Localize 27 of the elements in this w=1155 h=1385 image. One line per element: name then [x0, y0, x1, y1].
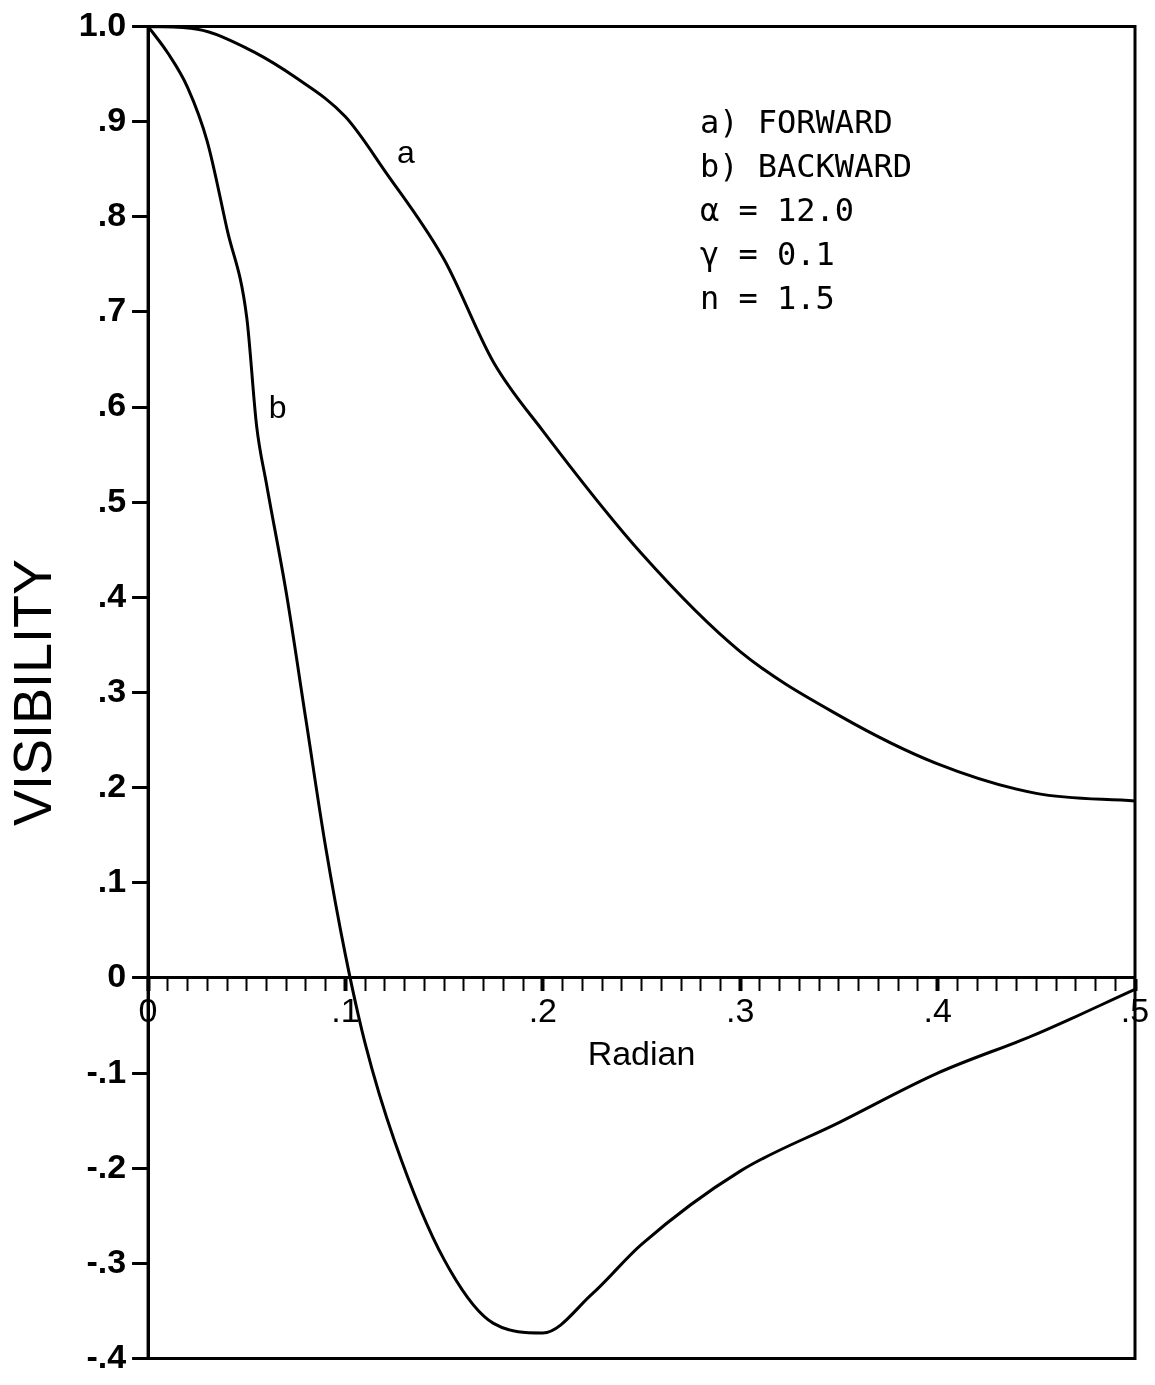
y-tick-label: .9: [97, 99, 127, 138]
x-tick-label: .4: [923, 990, 952, 1029]
x-tick-label: .3: [726, 990, 755, 1029]
annotation: γ = 0.1: [700, 234, 836, 275]
series-label: b: [268, 389, 287, 426]
x-tick-label: .2: [528, 990, 558, 1029]
y-axis-title: VISIBILITY: [2, 558, 63, 827]
y-tick-label: -.2: [86, 1146, 127, 1185]
annotation: a) FORWARD: [700, 102, 894, 143]
y-tick-label: .5: [97, 480, 127, 519]
y-tick-label: -.4: [86, 1336, 127, 1375]
x-axis-title: Radian: [587, 1033, 696, 1072]
y-tick-label: .3: [97, 670, 127, 709]
y-tick-label: .7: [97, 290, 127, 329]
y-tick-label: .8: [97, 195, 127, 234]
y-tick-label: .6: [97, 385, 127, 424]
y-tick-label: -.3: [86, 1241, 127, 1280]
y-tick-label: .1: [97, 861, 127, 900]
annotation: n = 1.5: [700, 278, 836, 319]
y-tick-label: .2: [97, 766, 127, 805]
y-tick-label: -.1: [86, 1051, 127, 1090]
y-tick-label: 1.0: [78, 4, 127, 43]
y-tick-label: .4: [97, 575, 127, 614]
y-tick-label: 0: [107, 956, 127, 995]
annotation: α = 12.0: [700, 190, 856, 231]
annotation: b) BACKWARD: [700, 146, 912, 187]
series-label: a: [396, 134, 415, 171]
